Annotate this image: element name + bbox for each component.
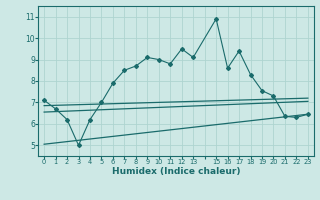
X-axis label: Humidex (Indice chaleur): Humidex (Indice chaleur) (112, 167, 240, 176)
